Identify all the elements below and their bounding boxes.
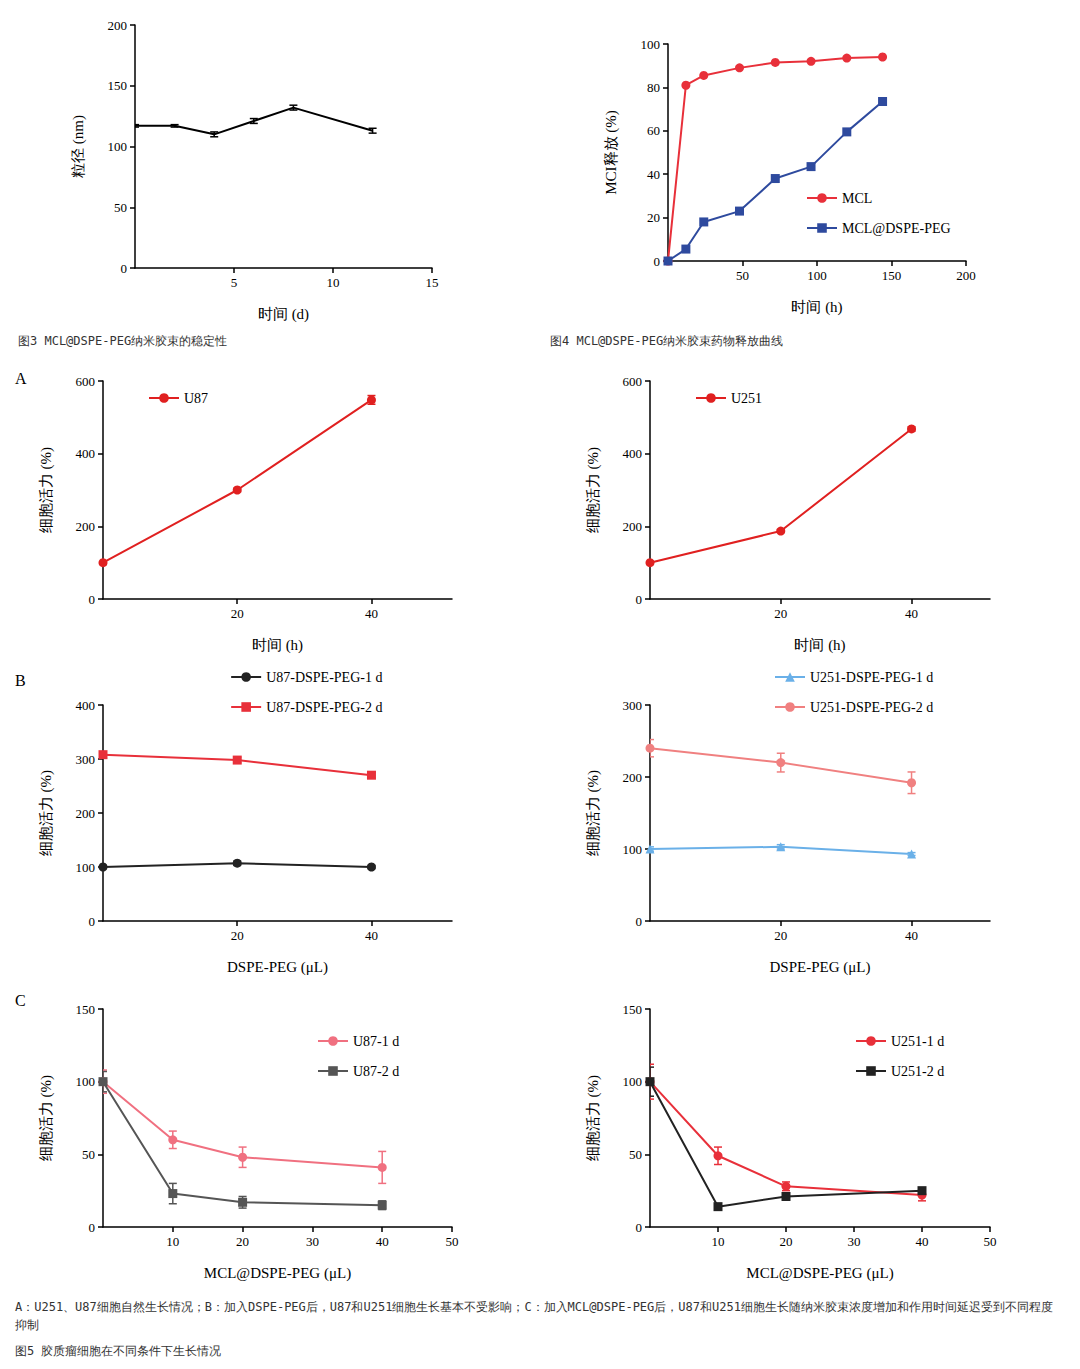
svg-text:U251: U251 bbox=[731, 391, 762, 406]
svg-text:200: 200 bbox=[623, 770, 643, 785]
svg-text:0: 0 bbox=[89, 914, 96, 929]
svg-text:细胞活力 (%): 细胞活力 (%) bbox=[585, 770, 602, 856]
html-text:图4 MCL@DSPE-PEG纳米胶束药物释放曲线: 图4 MCL@DSPE-PEG纳米胶束药物释放曲线 bbox=[550, 334, 784, 348]
svg-text:40: 40 bbox=[365, 928, 378, 943]
svg-text:MCL@DSPE-PEG (μL): MCL@DSPE-PEG (μL) bbox=[204, 1265, 351, 1282]
svg-text:200: 200 bbox=[108, 18, 128, 33]
svg-text:40: 40 bbox=[916, 1234, 929, 1249]
svg-text:15: 15 bbox=[426, 275, 439, 290]
svg-text:U251-2 d: U251-2 d bbox=[891, 1064, 944, 1079]
svg-text:300: 300 bbox=[76, 752, 96, 767]
svg-text:20: 20 bbox=[231, 606, 244, 621]
svg-text:400: 400 bbox=[623, 446, 643, 461]
svg-text:200: 200 bbox=[956, 268, 976, 283]
svg-text:100: 100 bbox=[641, 37, 661, 52]
svg-text:50: 50 bbox=[82, 1147, 95, 1162]
svg-text:100: 100 bbox=[76, 1074, 96, 1089]
svg-text:U87-1 d: U87-1 d bbox=[353, 1034, 399, 1049]
svg-text:细胞活力 (%): 细胞活力 (%) bbox=[585, 447, 602, 533]
svg-text:5: 5 bbox=[231, 275, 238, 290]
svg-text:600: 600 bbox=[623, 374, 643, 389]
svg-text:40: 40 bbox=[647, 167, 660, 182]
svg-text:50: 50 bbox=[446, 1234, 459, 1249]
svg-text:400: 400 bbox=[76, 446, 96, 461]
svg-text:50: 50 bbox=[629, 1147, 642, 1162]
svg-text:0: 0 bbox=[636, 914, 643, 929]
html-text:图3 MCL@DSPE-PEG纳米胶束的稳定性: 图3 MCL@DSPE-PEG纳米胶束的稳定性 bbox=[18, 334, 228, 348]
svg-text:0: 0 bbox=[89, 592, 96, 607]
svg-text:U87-DSPE-PEG-2 d: U87-DSPE-PEG-2 d bbox=[266, 700, 382, 715]
html-text:A: A bbox=[15, 370, 27, 387]
svg-text:50: 50 bbox=[736, 268, 749, 283]
svg-text:100: 100 bbox=[76, 860, 96, 875]
svg-text:U87-2 d: U87-2 d bbox=[353, 1064, 399, 1079]
svg-text:MCL@DSPE-PEG (μL): MCL@DSPE-PEG (μL) bbox=[746, 1265, 893, 1282]
svg-text:300: 300 bbox=[623, 698, 643, 713]
svg-text:40: 40 bbox=[365, 606, 378, 621]
svg-text:100: 100 bbox=[623, 842, 643, 857]
svg-text:40: 40 bbox=[376, 1234, 389, 1249]
svg-text:40: 40 bbox=[905, 606, 918, 621]
svg-text:150: 150 bbox=[108, 78, 128, 93]
svg-text:400: 400 bbox=[76, 698, 96, 713]
html-text:A：U251、U87细胞自然生长情况；B：加入DSPE-PE: A：U251、U87细胞自然生长情况；B：加入DSPE-PEG后，U87和U25… bbox=[15, 1300, 1053, 1332]
svg-text:100: 100 bbox=[807, 268, 827, 283]
svg-text:10: 10 bbox=[327, 275, 340, 290]
svg-text:U251-1 d: U251-1 d bbox=[891, 1034, 944, 1049]
html-text:C: C bbox=[15, 992, 26, 1009]
svg-text:细胞活力 (%): 细胞活力 (%) bbox=[38, 770, 55, 856]
svg-text:MCI释放 (%): MCI释放 (%) bbox=[603, 110, 620, 195]
svg-text:时间 (h): 时间 (h) bbox=[791, 299, 842, 316]
svg-text:20: 20 bbox=[774, 928, 787, 943]
svg-text:20: 20 bbox=[647, 210, 660, 225]
svg-text:0: 0 bbox=[89, 1220, 96, 1235]
svg-text:10: 10 bbox=[166, 1234, 179, 1249]
svg-text:20: 20 bbox=[774, 606, 787, 621]
svg-text:时间 (d): 时间 (d) bbox=[258, 306, 309, 323]
svg-text:200: 200 bbox=[76, 519, 96, 534]
svg-text:时间 (h): 时间 (h) bbox=[794, 637, 845, 654]
svg-text:DSPE-PEG (μL): DSPE-PEG (μL) bbox=[227, 959, 328, 976]
svg-text:200: 200 bbox=[76, 806, 96, 821]
svg-text:0: 0 bbox=[654, 254, 661, 269]
svg-text:时间 (h): 时间 (h) bbox=[252, 637, 303, 654]
svg-text:细胞活力 (%): 细胞活力 (%) bbox=[585, 1075, 602, 1161]
svg-text:600: 600 bbox=[76, 374, 96, 389]
svg-text:0: 0 bbox=[636, 592, 643, 607]
svg-text:50: 50 bbox=[114, 200, 127, 215]
svg-text:粒径 (nm): 粒径 (nm) bbox=[70, 115, 87, 178]
svg-text:MCL@DSPE-PEG: MCL@DSPE-PEG bbox=[842, 221, 951, 236]
svg-text:150: 150 bbox=[623, 1002, 643, 1017]
svg-text:DSPE-PEG (μL): DSPE-PEG (μL) bbox=[770, 959, 871, 976]
svg-text:U251-DSPE-PEG-1 d: U251-DSPE-PEG-1 d bbox=[810, 670, 933, 685]
svg-text:U87: U87 bbox=[184, 391, 208, 406]
svg-text:20: 20 bbox=[231, 928, 244, 943]
svg-text:细胞活力 (%): 细胞活力 (%) bbox=[38, 1075, 55, 1161]
svg-text:10: 10 bbox=[712, 1234, 725, 1249]
svg-text:100: 100 bbox=[108, 139, 128, 154]
svg-text:150: 150 bbox=[882, 268, 902, 283]
svg-text:20: 20 bbox=[780, 1234, 793, 1249]
html-text:图5 胶质瘤细胞在不同条件下生长情况: 图5 胶质瘤细胞在不同条件下生长情况 bbox=[15, 1344, 222, 1358]
svg-text:50: 50 bbox=[984, 1234, 997, 1249]
svg-text:100: 100 bbox=[623, 1074, 643, 1089]
svg-text:200: 200 bbox=[623, 519, 643, 534]
svg-text:0: 0 bbox=[636, 1220, 643, 1235]
svg-text:30: 30 bbox=[306, 1234, 319, 1249]
svg-text:150: 150 bbox=[76, 1002, 96, 1017]
svg-text:20: 20 bbox=[236, 1234, 249, 1249]
svg-text:0: 0 bbox=[121, 261, 128, 276]
svg-text:40: 40 bbox=[905, 928, 918, 943]
svg-text:细胞活力 (%): 细胞活力 (%) bbox=[38, 447, 55, 533]
svg-text:30: 30 bbox=[848, 1234, 861, 1249]
svg-text:MCL: MCL bbox=[842, 191, 872, 206]
svg-text:U251-DSPE-PEG-2 d: U251-DSPE-PEG-2 d bbox=[810, 700, 933, 715]
svg-text:U87-DSPE-PEG-1 d: U87-DSPE-PEG-1 d bbox=[266, 670, 382, 685]
html-text:B: B bbox=[15, 672, 26, 689]
svg-text:80: 80 bbox=[647, 80, 660, 95]
svg-text:60: 60 bbox=[647, 123, 660, 138]
